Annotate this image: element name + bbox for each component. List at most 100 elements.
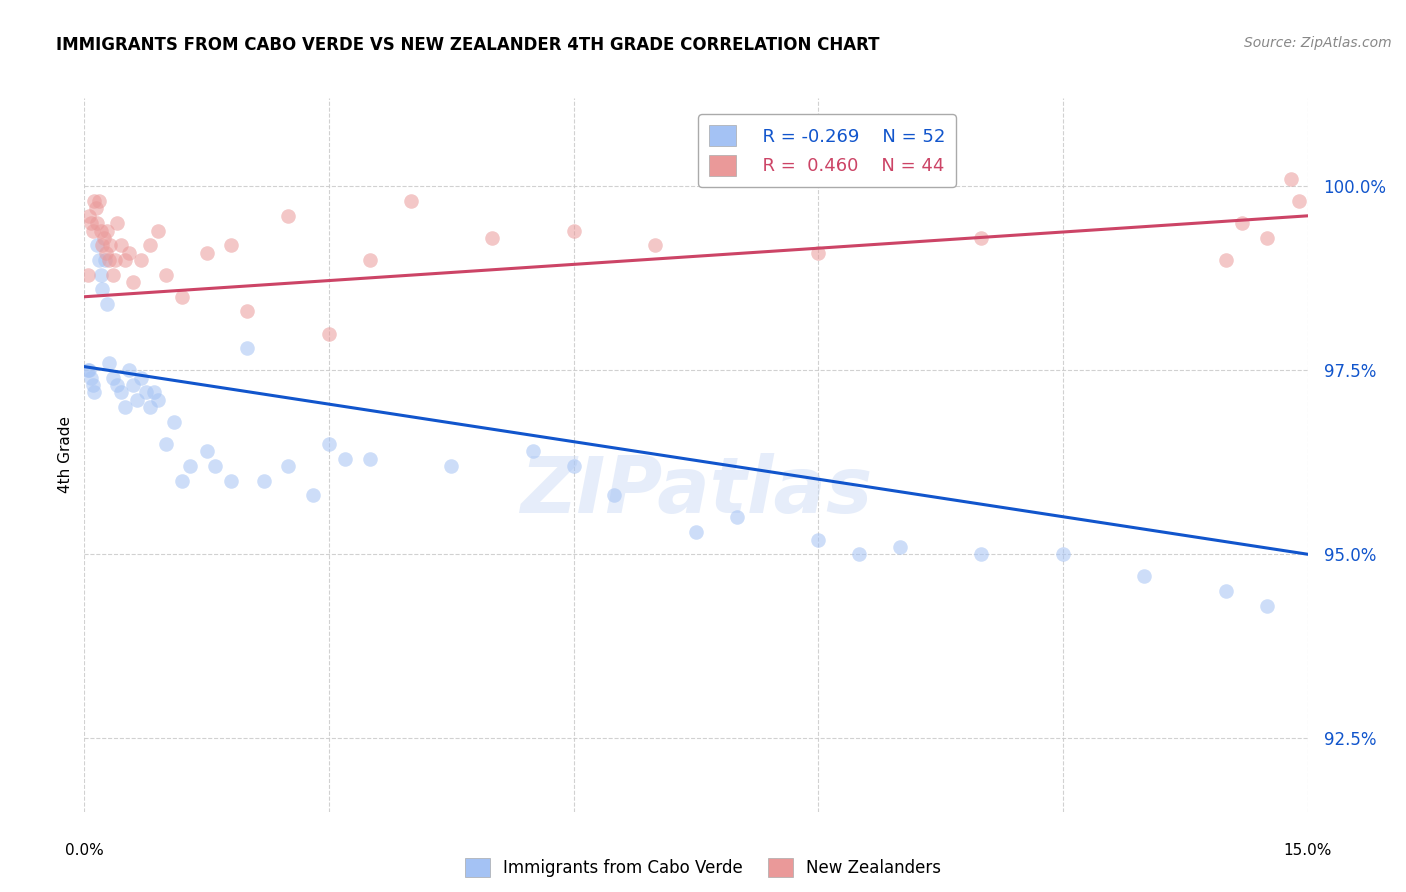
- Point: [122, 378, 145, 392]
- Point: [172, 290, 194, 304]
- Point: [87, 194, 110, 208]
- Point: [114, 252, 136, 267]
- Point: [172, 474, 194, 488]
- Point: [685, 525, 707, 540]
- Point: [101, 268, 124, 282]
- Point: [440, 458, 463, 473]
- Point: [80, 216, 103, 230]
- Point: [83, 385, 105, 400]
- Point: [1215, 584, 1237, 599]
- Point: [359, 451, 381, 466]
- Point: [142, 385, 165, 400]
- Point: [93, 231, 115, 245]
- Point: [131, 370, 153, 384]
- Point: [118, 363, 141, 377]
- Point: [83, 194, 105, 208]
- Point: [848, 547, 870, 561]
- Point: [1256, 599, 1278, 613]
- Text: Source: ZipAtlas.com: Source: ZipAtlas.com: [1244, 36, 1392, 50]
- Point: [236, 341, 259, 355]
- Point: [97, 356, 120, 370]
- Point: [105, 378, 128, 392]
- Point: [84, 202, 107, 216]
- Legend: Immigrants from Cabo Verde, New Zealanders: Immigrants from Cabo Verde, New Zealande…: [458, 851, 948, 884]
- Point: [94, 245, 117, 260]
- Point: [155, 268, 177, 282]
- Point: [131, 252, 153, 267]
- Point: [522, 444, 544, 458]
- Point: [644, 238, 666, 252]
- Point: [82, 378, 104, 392]
- Point: [301, 488, 323, 502]
- Point: [1288, 194, 1310, 208]
- Point: [87, 252, 110, 267]
- Point: [725, 510, 748, 524]
- Point: [1133, 569, 1156, 583]
- Point: [318, 326, 340, 341]
- Point: [76, 268, 98, 282]
- Point: [110, 238, 132, 252]
- Point: [82, 223, 104, 237]
- Point: [122, 275, 145, 289]
- Point: [138, 238, 160, 252]
- Point: [277, 209, 299, 223]
- Point: [97, 252, 120, 267]
- Point: [1232, 216, 1254, 230]
- Point: [236, 304, 259, 318]
- Point: [970, 547, 993, 561]
- Point: [90, 268, 112, 282]
- Point: [146, 392, 169, 407]
- Point: [127, 392, 149, 407]
- Point: [335, 451, 357, 466]
- Point: [277, 458, 299, 473]
- Point: [807, 245, 830, 260]
- Point: [96, 297, 118, 311]
- Point: [146, 223, 169, 237]
- Point: [889, 540, 911, 554]
- Point: [100, 238, 122, 252]
- Point: [253, 474, 276, 488]
- Point: [90, 223, 112, 237]
- Point: [195, 245, 218, 260]
- Point: [101, 370, 124, 384]
- Point: [204, 458, 226, 473]
- Text: IMMIGRANTS FROM CABO VERDE VS NEW ZEALANDER 4TH GRADE CORRELATION CHART: IMMIGRANTS FROM CABO VERDE VS NEW ZEALAN…: [56, 36, 880, 54]
- Point: [1215, 252, 1237, 267]
- Point: [1256, 231, 1278, 245]
- Text: 0.0%: 0.0%: [65, 843, 104, 858]
- Point: [970, 231, 993, 245]
- Point: [96, 223, 118, 237]
- Point: [77, 363, 100, 377]
- Point: [104, 252, 127, 267]
- Point: [138, 400, 160, 414]
- Text: ZIPatlas: ZIPatlas: [520, 452, 872, 529]
- Legend:   R = -0.269    N = 52,   R =  0.460    N = 44: R = -0.269 N = 52, R = 0.460 N = 44: [699, 114, 956, 186]
- Point: [110, 385, 132, 400]
- Point: [481, 231, 503, 245]
- Point: [807, 533, 830, 547]
- Point: [135, 385, 157, 400]
- Point: [77, 363, 100, 377]
- Point: [318, 437, 340, 451]
- Text: 15.0%: 15.0%: [1284, 843, 1331, 858]
- Point: [86, 216, 108, 230]
- Point: [80, 370, 103, 384]
- Point: [105, 216, 128, 230]
- Point: [77, 209, 100, 223]
- Point: [114, 400, 136, 414]
- Point: [219, 238, 242, 252]
- Point: [219, 474, 242, 488]
- Point: [1279, 172, 1302, 186]
- Point: [163, 415, 186, 429]
- Point: [179, 458, 201, 473]
- Point: [86, 238, 108, 252]
- Point: [603, 488, 626, 502]
- Point: [91, 238, 114, 252]
- Point: [93, 252, 115, 267]
- Point: [195, 444, 218, 458]
- Point: [399, 194, 422, 208]
- Point: [91, 282, 114, 296]
- Point: [562, 458, 585, 473]
- Point: [1052, 547, 1074, 561]
- Point: [562, 223, 585, 237]
